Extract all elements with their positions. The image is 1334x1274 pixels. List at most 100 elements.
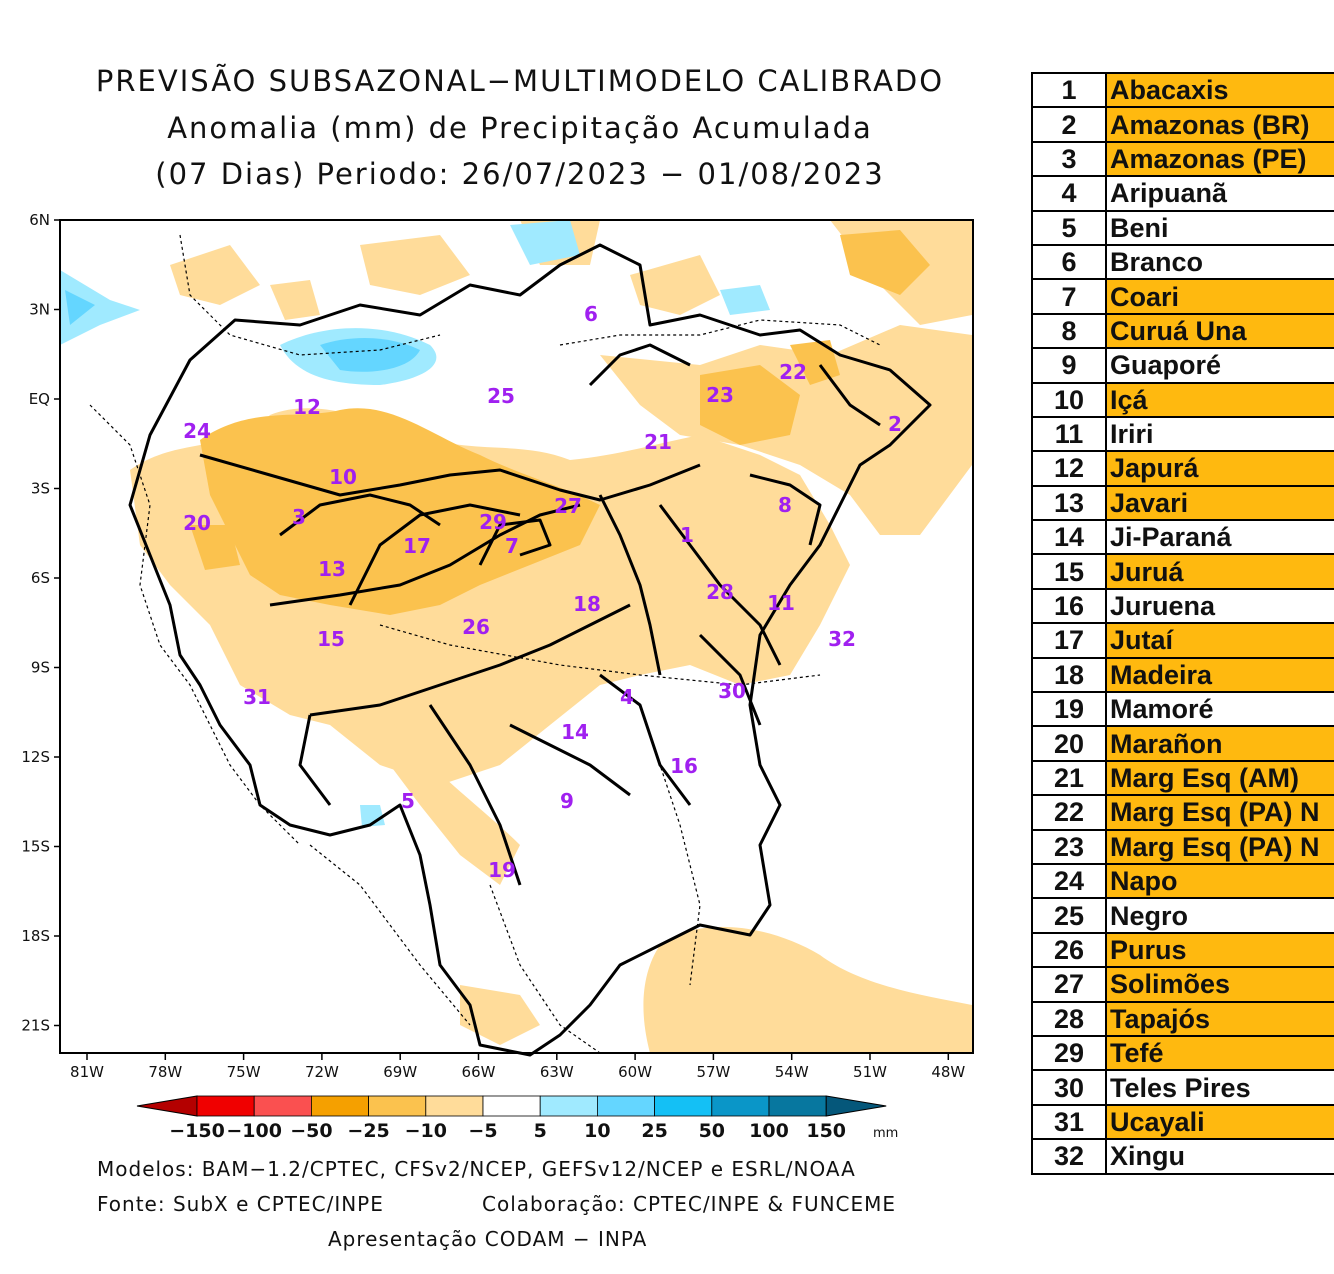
basin-name: Teles Pires (1105, 1069, 1334, 1106)
basin-name: Ji-Paraná (1105, 519, 1334, 556)
basin-number: 10 (1031, 381, 1107, 418)
basin-name: Marañon (1105, 725, 1334, 762)
basin-number: 1 (1031, 71, 1107, 109)
longitude-label: 72W (305, 1063, 339, 1081)
colorbar-tick-label: 100 (749, 1120, 789, 1142)
basin-row: 20 Marañon (1031, 725, 1334, 762)
colorbar-cell (596, 1095, 655, 1117)
basin-number: 21 (1031, 759, 1107, 797)
basin-map-label: 12 (293, 395, 321, 419)
basin-row: 8 Curuá Una (1031, 312, 1334, 350)
basin-row: 16 Juruena (1031, 587, 1334, 625)
colorbar-cell (425, 1095, 484, 1117)
basin-name: Mamoré (1105, 691, 1334, 728)
basin-map-label: 32 (828, 627, 856, 651)
title-line-3: (07 Dias) Periodo: 26/07/2023 − 01/08/20… (155, 157, 885, 191)
colorbar-tick-labels: −150 −100 −50 −25 −10 −5 5 10 25 50 100 150 (169, 1120, 846, 1142)
basin-name: Tefé (1105, 1034, 1334, 1072)
basin-row: 24 Napo (1031, 862, 1334, 900)
basin-name: Negro (1105, 897, 1334, 934)
colorbar-tick-label: 10 (584, 1120, 610, 1142)
basin-row: 15 Juruá (1031, 553, 1334, 590)
colorbar-cell (482, 1095, 541, 1117)
basin-number: 23 (1031, 828, 1107, 865)
basin-map-label: 18 (573, 592, 601, 616)
anomaly-blue (65, 290, 420, 372)
basin-row: 30 Teles Pires (1031, 1069, 1334, 1106)
basin-name: Guaporé (1105, 347, 1334, 384)
anomaly-orange (190, 230, 930, 615)
credits-source: Fonte: SubX e CPTEC/INPE (97, 1192, 384, 1216)
basin-map-label: 30 (718, 679, 746, 703)
basin-row: 23 Marg Esq (PA) N (1031, 828, 1334, 865)
basin-name: Aripuanã (1105, 175, 1334, 212)
colorbar-cells (136, 1095, 887, 1117)
longitude-label: 51W (853, 1063, 887, 1081)
basin-row: 12 Japurá (1031, 450, 1334, 487)
basin-row: 29 Tefé (1031, 1034, 1334, 1072)
basin-map-label: 26 (462, 615, 490, 639)
title-line-2: Anomalia (mm) de Precipitação Acumulada (167, 111, 873, 145)
basin-boundaries (128, 243, 932, 1057)
basin-map-label: 27 (554, 494, 582, 518)
basin-map-label: 20 (183, 511, 211, 535)
basin-name: Xingu (1105, 1138, 1334, 1175)
longitude-axis: 81W 78W 75W 72W 69W 66W 63W 60W 57W 54W 51W 48W (70, 1053, 965, 1081)
basin-row: 5 Beni (1031, 209, 1334, 246)
basin-legend-table: 1 Abacaxis 2 Amazonas (BR) 3 Amazonas (PE) 4 Ar… (1031, 71, 1334, 1175)
basin-number: 14 (1031, 519, 1107, 556)
basin-name: Abacaxis (1105, 71, 1334, 109)
basin-map-label: 11 (767, 591, 795, 615)
colorbar-tick-label: −50 (290, 1120, 332, 1142)
basin-name: Iriri (1105, 415, 1334, 453)
basin-number: 26 (1031, 931, 1107, 969)
basin-name: Marg Esq (PA) N (1105, 828, 1334, 865)
colorbar-cell (253, 1095, 312, 1117)
basin-name: Juruá (1105, 553, 1334, 590)
basin-name: Coari (1105, 278, 1334, 315)
basin-map-label: 9 (560, 789, 574, 813)
basin-map-label: 6 (584, 302, 598, 326)
basin-name: Marg Esq (AM) (1105, 759, 1334, 797)
longitude-label: 54W (775, 1063, 809, 1081)
latitude-label: 15S (21, 838, 50, 856)
colorbar-tick-label: −100 (226, 1120, 282, 1142)
basin-number: 25 (1031, 897, 1107, 934)
basin-map-label: 7 (505, 534, 519, 558)
latitude-label: 3N (29, 301, 50, 319)
basin-map-label: 4 (620, 685, 634, 709)
colorbar-tick-label: 25 (641, 1120, 667, 1142)
basin-map-label: 3 (292, 505, 306, 529)
colorbar-cell (711, 1095, 770, 1117)
basin-row: 4 Aripuanã (1031, 175, 1334, 212)
latitude-label: 6S (31, 569, 50, 587)
basin-map-label: 10 (329, 465, 357, 489)
basin-map-label: 16 (670, 754, 698, 778)
basin-number: 3 (1031, 140, 1107, 178)
basin-name: Tapajós (1105, 1000, 1334, 1037)
basin-name: Purus (1105, 931, 1334, 969)
basin-number: 32 (1031, 1138, 1107, 1175)
basin-map-label: 2 (888, 412, 902, 436)
basin-map-label: 14 (561, 720, 589, 744)
precipitation-anomaly-map: 6N 3N EQ 3S 6S 9S 12S 15S 18S 21S 81W 78W 75W 72W 69W… (21, 211, 974, 1081)
latitude-label: 21S (21, 1017, 50, 1035)
colorbar-max-arrow (825, 1095, 887, 1117)
longitude-label: 57W (696, 1063, 730, 1081)
colorbar-cell (768, 1095, 827, 1117)
basin-number: 22 (1031, 794, 1107, 831)
basin-number: 7 (1031, 278, 1107, 315)
country-borders (89, 234, 881, 1054)
basin-map-label: 17 (403, 534, 431, 558)
basin-row: 26 Purus (1031, 931, 1334, 969)
longitude-label: 69W (383, 1063, 417, 1081)
basin-number: 30 (1031, 1069, 1107, 1106)
basin-number: 11 (1031, 415, 1107, 453)
basin-map-label: 23 (706, 383, 734, 407)
basin-number: 15 (1031, 553, 1107, 590)
basin-row: 22 Marg Esq (PA) N (1031, 794, 1334, 831)
basin-map-label: 28 (706, 580, 734, 604)
basin-row: 32 Xingu (1031, 1138, 1334, 1175)
basin-map-label: 21 (644, 430, 672, 454)
basin-number: 27 (1031, 966, 1107, 1003)
